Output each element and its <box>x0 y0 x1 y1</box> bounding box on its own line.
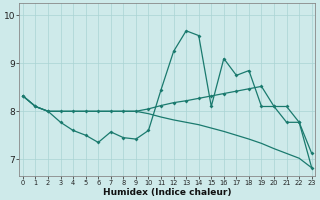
X-axis label: Humidex (Indice chaleur): Humidex (Indice chaleur) <box>103 188 232 197</box>
